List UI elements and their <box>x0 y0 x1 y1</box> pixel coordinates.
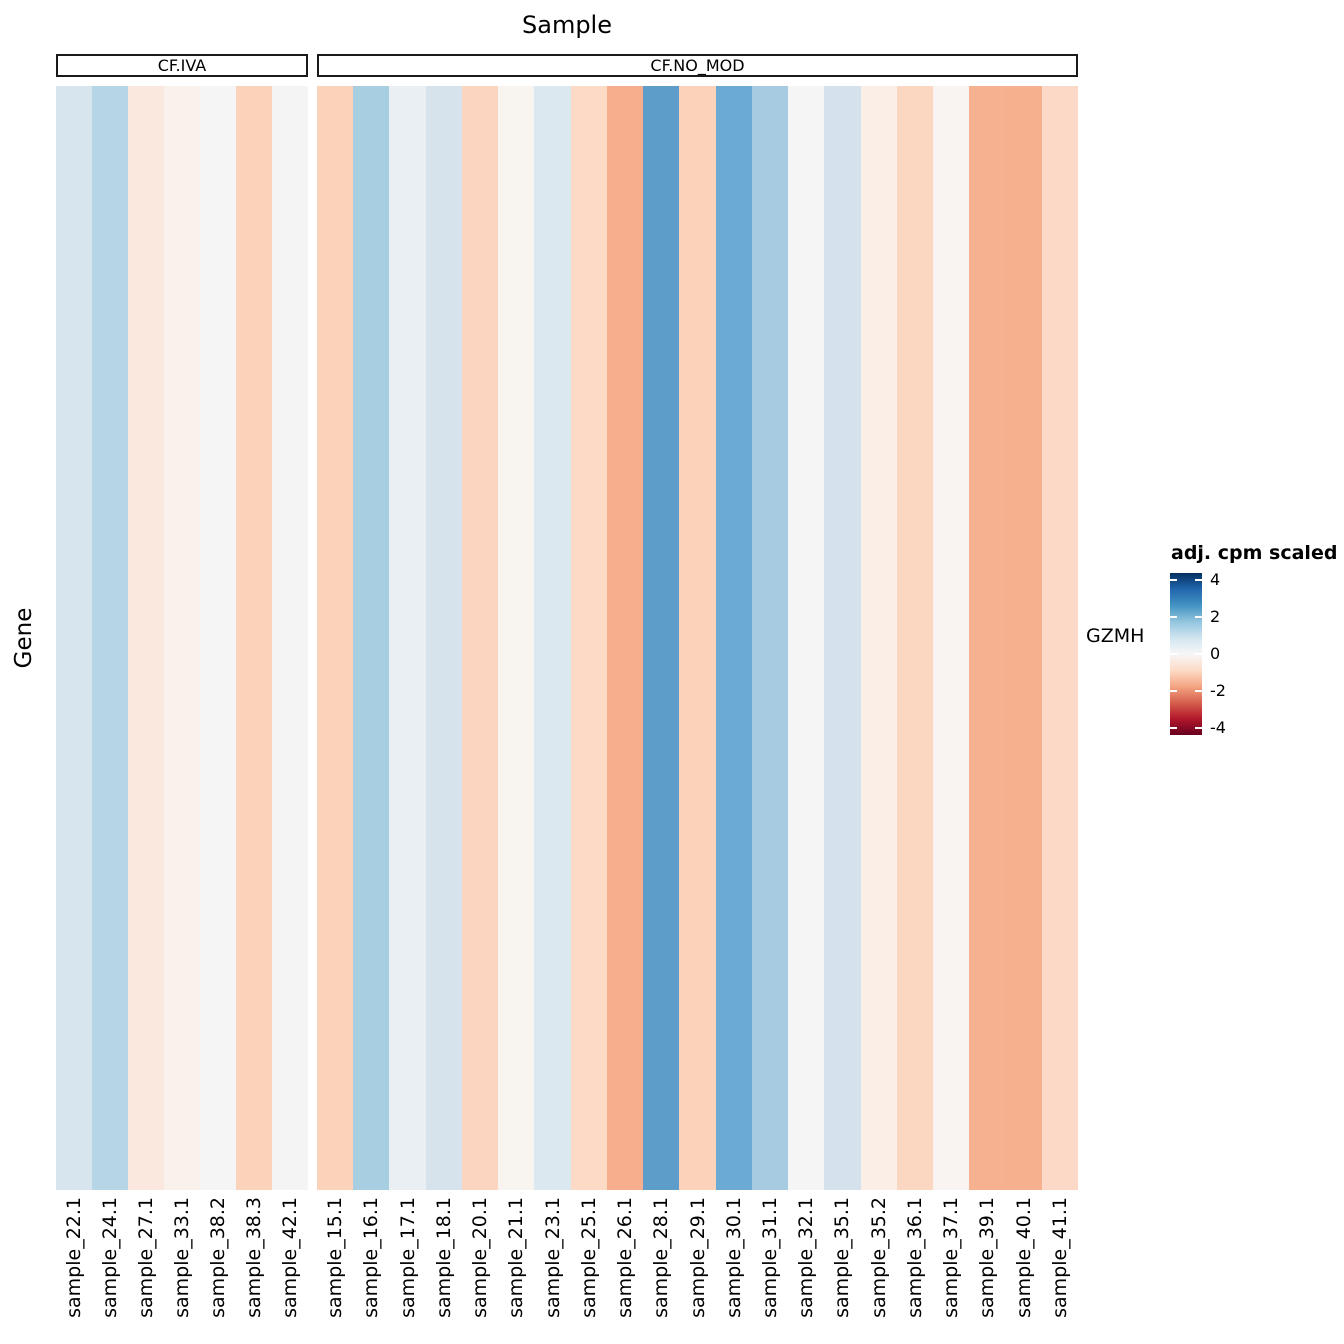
heatmap-cell <box>824 86 861 1190</box>
legend-tick-label: -4 <box>1210 718 1226 738</box>
heatmap-cell <box>353 86 390 1190</box>
legend-tick-label: -2 <box>1210 681 1226 701</box>
heatmap-cell <box>788 86 825 1190</box>
heatmap-cell <box>272 86 308 1190</box>
x-axis-tick-label: sample_33.1 <box>171 1197 193 1318</box>
heatmap-group-cf-iva <box>56 86 308 1190</box>
heatmap-cell <box>164 86 200 1190</box>
legend-tick-mark <box>1170 578 1177 581</box>
legend-tick-label: 2 <box>1210 606 1221 626</box>
x-axis-tick-label: sample_35.1 <box>831 1197 854 1318</box>
x-axis-tick-label: sample_26.1 <box>614 1197 637 1318</box>
facet-strip-label: CF.IVA <box>157 56 207 75</box>
legend-tick-mark <box>1170 615 1177 618</box>
x-axis-tick-label: sample_27.1 <box>135 1197 157 1318</box>
legend-tick-mark <box>1170 653 1177 655</box>
legend-tick-mark <box>1170 690 1177 693</box>
x-axis-tick-label: sample_18.1 <box>432 1197 455 1318</box>
heatmap-group-cf-no-mod <box>317 86 1078 1190</box>
legend-tick-mark <box>1170 727 1177 730</box>
facet-strip-label: CF.NO_MOD <box>650 56 745 75</box>
x-axis-tick-label: sample_35.2 <box>867 1197 890 1318</box>
heatmap-cell <box>1041 86 1078 1190</box>
heatmap-cell <box>56 86 92 1190</box>
heatmap-cell <box>860 86 897 1190</box>
heatmap-cell <box>679 86 716 1190</box>
x-axis-tick-label: sample_38.2 <box>207 1197 229 1318</box>
legend-tick-label: 4 <box>1210 569 1221 589</box>
heatmap-cell <box>896 86 933 1190</box>
legend-tick-mark <box>1195 615 1202 618</box>
heatmap-cell <box>1005 86 1042 1190</box>
heatmap-cell <box>643 86 680 1190</box>
heatmap-cell <box>92 86 128 1190</box>
x-axis-tick-label: sample_29.1 <box>686 1197 709 1318</box>
facet-strip-cf-no-mod: CF.NO_MOD <box>317 54 1078 77</box>
heatmap-cell <box>715 86 752 1190</box>
x-axis-tick-label: sample_36.1 <box>903 1197 926 1318</box>
heatmap-cell <box>128 86 164 1190</box>
x-axis-tick-label: sample_40.1 <box>1012 1197 1035 1318</box>
legend-tick-mark <box>1195 727 1202 730</box>
x-axis-tick-label: sample_20.1 <box>469 1197 492 1318</box>
heatmap-cell <box>461 86 499 1190</box>
heatmap-cell <box>751 86 789 1190</box>
heatmap-cell <box>570 86 607 1190</box>
legend-tick-mark <box>1195 653 1202 655</box>
y-axis-title: Gene <box>11 607 37 669</box>
x-axis-tick-label: sample_15.1 <box>324 1197 347 1318</box>
heatmap-cell <box>236 86 272 1190</box>
heatmap-cell <box>200 86 236 1190</box>
heatmap-cell <box>534 86 571 1190</box>
x-axis-tick-label: sample_21.1 <box>505 1197 528 1318</box>
x-axis-tick-label: sample_30.1 <box>722 1197 745 1318</box>
x-axis-tick-label: sample_39.1 <box>976 1197 999 1318</box>
legend-tick-mark <box>1195 578 1202 581</box>
x-axis-tick-label: sample_32.1 <box>795 1197 818 1318</box>
x-axis-tick-label: sample_31.1 <box>758 1197 781 1318</box>
x-axis-tick-label: sample_37.1 <box>940 1197 963 1318</box>
legend-tick-label: 0 <box>1210 644 1221 663</box>
x-axis-tick-label: sample_24.1 <box>99 1197 121 1318</box>
x-axis-tick-label: sample_25.1 <box>577 1197 600 1318</box>
x-axis-tick-label: sample_42.1 <box>279 1197 301 1318</box>
heatmap-cell <box>932 86 970 1190</box>
heatmap-cell <box>606 86 644 1190</box>
plot-title: Sample <box>522 11 612 39</box>
heatmap-cell <box>389 86 426 1190</box>
x-axis-tick-label: sample_22.1 <box>63 1197 85 1318</box>
x-axis-tick-label: sample_17.1 <box>396 1197 419 1318</box>
x-axis-tick-label: sample_23.1 <box>541 1197 564 1318</box>
x-axis-tick-label: sample_28.1 <box>650 1197 673 1318</box>
heatmap-cell <box>969 86 1006 1190</box>
row-label: GZMH <box>1086 625 1145 647</box>
x-axis-tick-label: sample_16.1 <box>360 1197 383 1318</box>
heatmap-cell <box>317 86 354 1190</box>
x-axis-tick-label: sample_41.1 <box>1048 1197 1071 1318</box>
heatmap-cell <box>498 86 535 1190</box>
heatmap-cell <box>425 86 462 1190</box>
facet-strip-cf-iva: CF.IVA <box>56 54 308 77</box>
legend-tick-mark <box>1195 690 1202 693</box>
x-axis-tick-label: sample_38.3 <box>243 1197 265 1318</box>
legend-title: adj. cpm scaled <box>1171 542 1338 564</box>
